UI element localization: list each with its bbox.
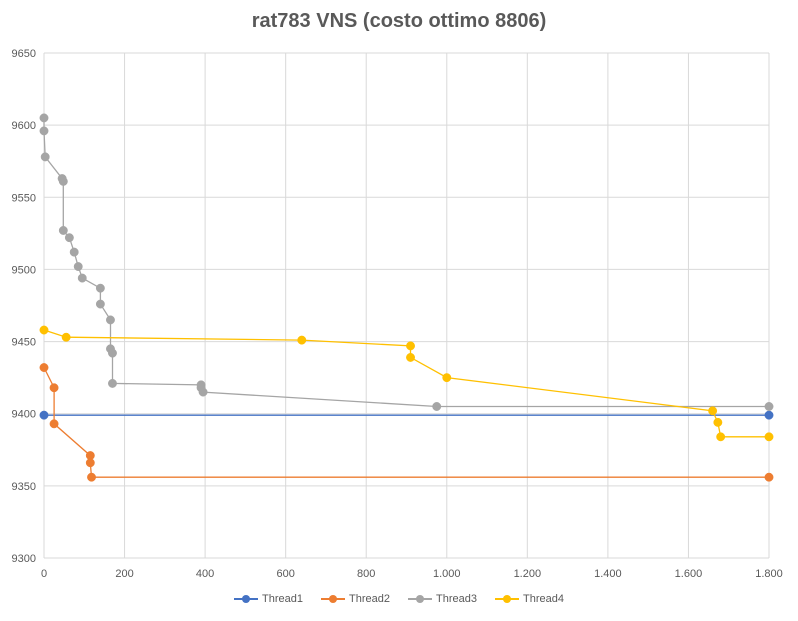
data-point-thread3	[39, 113, 49, 123]
y-tick-label: 9500	[12, 264, 36, 276]
legend-item-thread1: Thread1	[234, 593, 303, 605]
legend-swatch	[494, 594, 519, 604]
data-point-thread2	[49, 383, 59, 393]
data-point-thread4	[297, 335, 307, 345]
y-tick-label: 9400	[12, 409, 36, 421]
y-tick-label: 9600	[12, 120, 36, 132]
data-point-thread3	[108, 348, 117, 358]
data-point-thread3	[73, 262, 83, 271]
data-point-thread4	[39, 325, 49, 335]
legend-item-thread4: Thread4	[494, 593, 564, 605]
x-tick-label: 0	[41, 568, 47, 580]
x-tick-label: 1.400	[594, 568, 622, 580]
x-tick-label: 1.000	[433, 568, 461, 580]
data-point-thread4	[764, 432, 774, 442]
legend-swatch-marker	[329, 595, 338, 603]
data-point-thread2	[87, 472, 96, 482]
series-line-thread4	[43, 329, 769, 438]
legend-swatch-marker	[502, 595, 511, 603]
data-point-thread3	[95, 299, 105, 309]
data-point-thread3	[69, 247, 79, 257]
data-point-thread2	[85, 458, 95, 468]
legend-swatch	[321, 594, 346, 604]
x-tick-label: 1.800	[755, 568, 783, 580]
data-point-thread4	[406, 341, 415, 351]
x-tick-label: 1.200	[514, 568, 542, 580]
data-point-thread3	[58, 176, 68, 186]
data-point-thread3	[40, 152, 50, 162]
chart-legend: Thread1 Thread2 Thread3 Thread4	[0, 593, 798, 605]
data-point-thread1	[39, 410, 49, 420]
data-point-thread4	[61, 332, 71, 342]
data-point-thread3	[39, 126, 49, 136]
legend-label: Thread4	[522, 593, 564, 605]
legend-swatch	[234, 594, 259, 604]
data-point-thread3	[77, 273, 87, 283]
data-point-thread4	[442, 373, 452, 383]
series-line-thread3	[43, 117, 769, 408]
y-tick-label: 9300	[12, 553, 36, 565]
x-tick-label: 400	[196, 568, 214, 580]
data-point-thread3	[58, 226, 68, 235]
data-point-thread3	[432, 402, 442, 411]
data-point-thread1	[764, 410, 774, 420]
legend-item-thread3: Thread3	[408, 593, 477, 605]
data-point-thread2	[39, 363, 49, 372]
y-tick-label: 9550	[12, 192, 36, 204]
legend-item-thread2: Thread2	[321, 593, 390, 605]
data-point-thread4	[713, 417, 723, 427]
x-tick-label: 800	[357, 568, 375, 580]
data-point-thread3	[198, 387, 208, 397]
x-tick-label: 1.600	[675, 568, 703, 580]
data-point-thread4	[708, 406, 718, 416]
legend-swatch-marker	[416, 595, 424, 603]
x-tick-label: 200	[115, 568, 133, 580]
data-point-thread2	[764, 472, 774, 482]
y-tick-label: 9650	[12, 48, 36, 60]
data-point-thread3	[106, 315, 115, 325]
data-point-thread4	[716, 432, 726, 442]
x-tick-label: 600	[276, 568, 294, 580]
legend-label: Thread2	[349, 593, 390, 605]
legend-swatch	[408, 594, 432, 604]
legend-label: Thread3	[436, 593, 477, 605]
data-point-thread3	[764, 402, 774, 411]
legend-swatch-marker	[242, 595, 251, 603]
y-tick-label: 9450	[12, 337, 36, 349]
data-point-thread4	[406, 352, 415, 362]
y-tick-label: 9350	[12, 481, 36, 493]
data-point-thread3	[64, 233, 74, 243]
chart-title: rat783 VNS (costo ottimo 8806)	[251, 10, 547, 32]
data-point-thread2	[49, 419, 59, 429]
data-point-thread3	[108, 378, 117, 388]
data-point-thread3	[95, 283, 105, 293]
legend-label: Thread1	[262, 593, 304, 605]
